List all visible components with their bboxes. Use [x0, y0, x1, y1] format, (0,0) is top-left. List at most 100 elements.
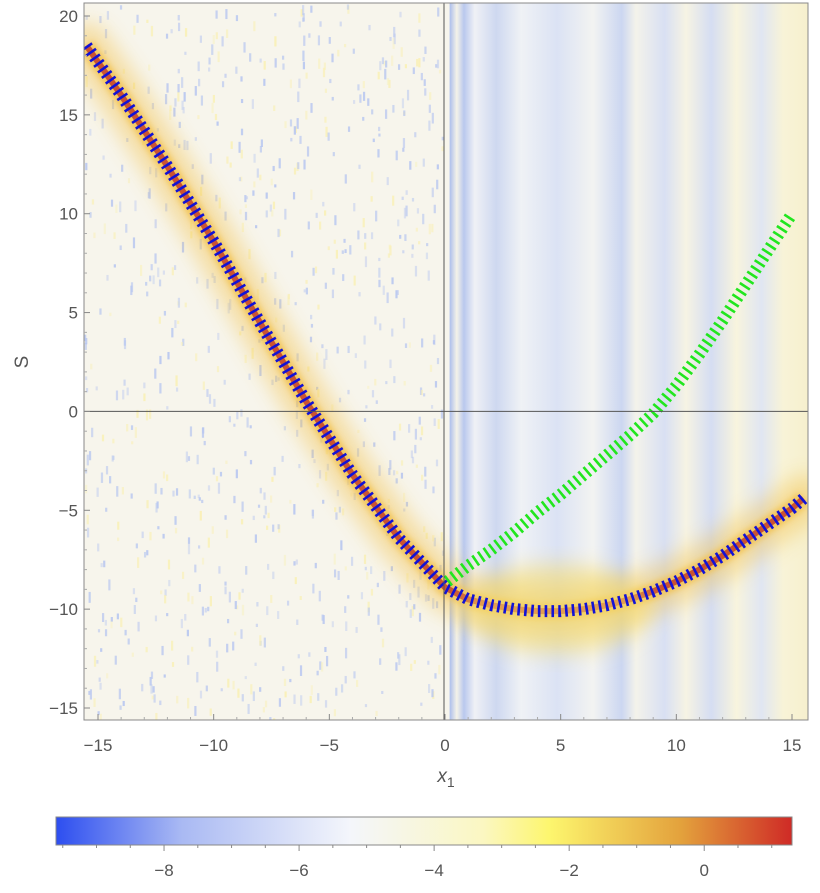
noise-speckle: [240, 409, 243, 417]
noise-speckle: [404, 343, 408, 348]
noise-speckle: [197, 115, 200, 120]
noise-speckle: [201, 557, 205, 565]
noise-speckle: [317, 693, 320, 701]
noise-speckle: [396, 470, 399, 475]
noise-speckle: [340, 540, 343, 551]
noise-speckle: [363, 554, 367, 564]
noise-speckle: [227, 678, 230, 688]
noise-speckle: [263, 515, 266, 519]
noise-speckle: [364, 704, 368, 708]
noise-speckle: [85, 162, 88, 171]
noise-speckle: [437, 7, 440, 17]
noise-speckle: [311, 509, 314, 517]
noise-speckle: [186, 140, 189, 151]
noise-speckle: [89, 212, 92, 218]
noise-speckle: [424, 88, 427, 96]
noise-speckle: [339, 21, 342, 27]
noise-speckle: [85, 15, 88, 20]
noise-speckle: [158, 279, 162, 287]
noise-speckle: [362, 81, 365, 89]
noise-speckle: [293, 504, 296, 515]
noise-speckle: [341, 250, 344, 254]
noise-speckle: [182, 338, 185, 346]
noise-speckle: [403, 492, 406, 502]
noise-speckle: [263, 78, 266, 86]
noise-speckle: [308, 652, 311, 657]
noise-speckle: [160, 487, 163, 495]
noise-speckle: [296, 118, 299, 129]
noise-speckle: [305, 279, 308, 284]
noise-speckle: [259, 687, 262, 692]
noise-speckle: [93, 655, 97, 667]
noise-speckle: [436, 357, 440, 365]
noise-speckle: [146, 19, 149, 23]
noise-speckle: [113, 264, 116, 268]
noise-speckle: [263, 61, 266, 70]
noise-speckle: [226, 618, 230, 624]
noise-speckle: [299, 665, 303, 676]
noise-speckle: [240, 629, 243, 639]
noise-speckle: [411, 606, 414, 617]
noise-speckle: [110, 620, 113, 629]
noise-speckle: [166, 474, 169, 482]
noise-speckle: [277, 228, 280, 238]
noise-speckle: [201, 427, 205, 438]
noise-speckle: [290, 137, 293, 142]
noise-speckle: [197, 494, 200, 499]
noise-speckle: [164, 595, 167, 604]
noise-speckle: [215, 476, 219, 482]
noise-speckle: [216, 661, 219, 672]
noise-speckle: [395, 662, 398, 671]
noise-speckle: [327, 132, 330, 141]
noise-speckle: [319, 661, 322, 670]
noise-speckle: [228, 591, 231, 603]
noise-speckle: [347, 126, 351, 132]
noise-speckle: [85, 484, 88, 494]
noise-speckle: [310, 103, 313, 113]
noise-speckle: [405, 600, 408, 608]
noise-speckle: [270, 178, 273, 186]
noise-speckle: [315, 212, 318, 218]
noise-speckle: [323, 210, 327, 216]
noise-speckle: [400, 47, 403, 57]
noise-speckle: [175, 375, 178, 387]
x-axis: −15 −10 −5 0 5 10 15: [84, 714, 801, 755]
noise-speckle: [289, 678, 292, 683]
noise-speckle: [264, 505, 267, 515]
noise-speckle: [135, 597, 138, 603]
noise-speckle: [378, 267, 381, 278]
noise-speckle: [96, 660, 99, 664]
noise-speckle: [194, 705, 197, 716]
noise-speckle: [377, 614, 380, 625]
noise-speckle: [322, 67, 326, 78]
noise-speckle: [149, 676, 152, 686]
noise-speckle: [271, 210, 274, 217]
noise-speckle: [362, 441, 365, 448]
noise-speckle: [290, 250, 294, 258]
noise-speckle: [244, 211, 248, 221]
noise-speckle: [235, 469, 238, 479]
noise-speckle: [334, 215, 337, 226]
noise-speckle: [331, 621, 334, 628]
noise-speckle: [265, 210, 268, 218]
noise-speckle: [131, 441, 134, 445]
noise-speckle: [310, 323, 314, 328]
noise-speckle: [379, 658, 382, 665]
noise-speckle: [204, 607, 207, 613]
noise-speckle: [193, 495, 196, 499]
noise-speckle: [391, 277, 394, 285]
noise-speckle: [416, 58, 419, 67]
noise-speckle: [310, 685, 313, 695]
noise-speckle: [183, 92, 186, 102]
noise-speckle: [184, 28, 188, 37]
noise-speckle: [433, 418, 436, 427]
noise-speckle: [181, 571, 185, 579]
y-tick-label: 15: [59, 106, 78, 125]
noise-speckle: [259, 174, 262, 181]
noise-speckle: [312, 267, 315, 276]
noise-speckle: [84, 343, 87, 350]
noise-speckle: [283, 426, 286, 431]
noise-speckle: [397, 652, 400, 659]
noise-speckle: [347, 595, 350, 599]
noise-speckle: [398, 423, 402, 431]
